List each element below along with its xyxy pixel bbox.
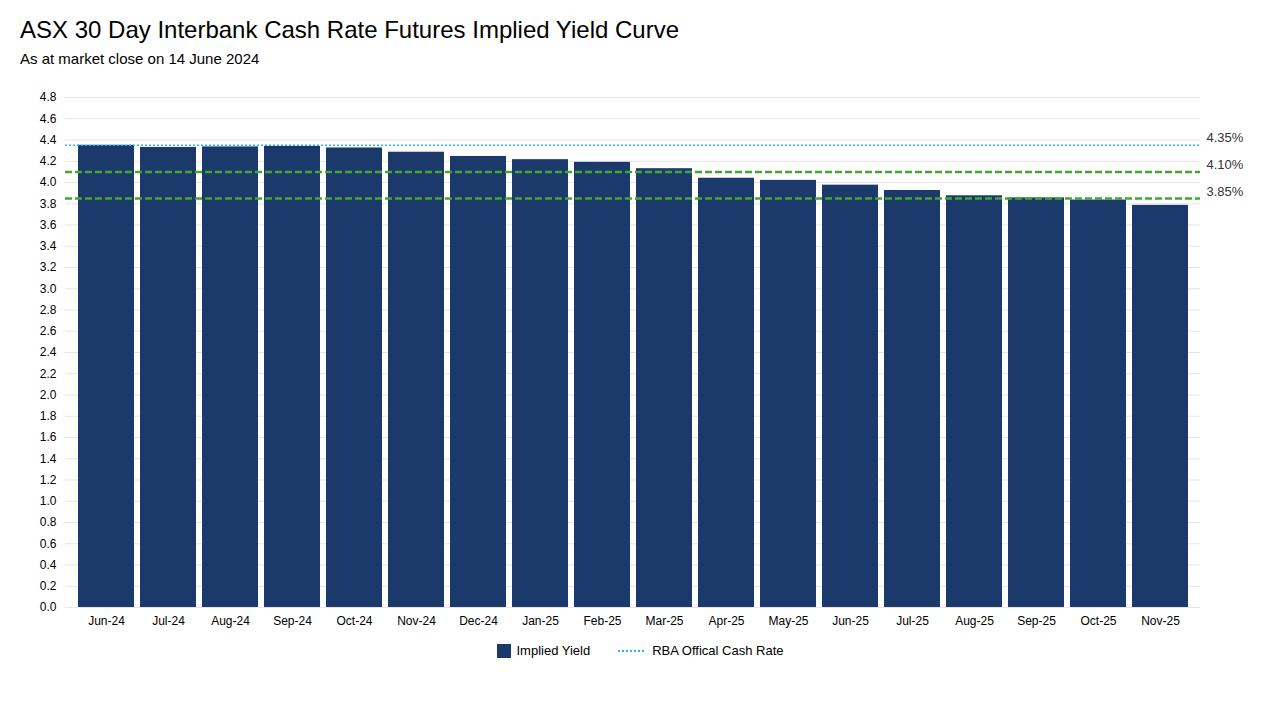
svg-text:Nov-24: Nov-24 <box>397 614 436 628</box>
svg-text:4.6: 4.6 <box>40 112 57 126</box>
svg-text:4.0: 4.0 <box>40 175 57 189</box>
svg-text:Jul-24: Jul-24 <box>152 614 185 628</box>
svg-text:Dec-24: Dec-24 <box>459 614 498 628</box>
svg-text:Jun-25: Jun-25 <box>832 614 869 628</box>
svg-text:4.10%: 4.10% <box>1207 157 1244 172</box>
svg-text:Aug-25: Aug-25 <box>955 614 994 628</box>
svg-text:2.0: 2.0 <box>40 388 57 402</box>
svg-text:2.8: 2.8 <box>40 303 57 317</box>
svg-text:0.8: 0.8 <box>40 515 57 529</box>
html-text:ASX 30 Day Interbank Cash Rate: ASX 30 Day Interbank Cash Rate Futures I… <box>20 16 679 43</box>
svg-text:Feb-25: Feb-25 <box>583 614 621 628</box>
svg-text:Aug-24: Aug-24 <box>211 614 250 628</box>
svg-text:Oct-24: Oct-24 <box>336 614 372 628</box>
svg-text:3.0: 3.0 <box>40 282 57 296</box>
svg-text:Mar-25: Mar-25 <box>645 614 683 628</box>
html-text:RBA Offical Cash Rate: RBA Offical Cash Rate <box>652 643 784 658</box>
svg-text:1.4: 1.4 <box>40 452 57 466</box>
html-text:As at market close on 14 June: As at market close on 14 June 2024 <box>20 50 260 67</box>
svg-text:Jul-25: Jul-25 <box>896 614 929 628</box>
svg-text:1.0: 1.0 <box>40 494 57 508</box>
svg-text:1.2: 1.2 <box>40 473 57 487</box>
svg-text:4.8: 4.8 <box>40 90 57 104</box>
svg-text:Apr-25: Apr-25 <box>708 614 744 628</box>
svg-text:2.2: 2.2 <box>40 367 57 381</box>
svg-text:0.0: 0.0 <box>40 600 57 614</box>
svg-text:2.4: 2.4 <box>40 345 57 359</box>
svg-text:Sep-24: Sep-24 <box>273 614 312 628</box>
svg-text:0.4: 0.4 <box>40 558 57 572</box>
svg-text:Sep-25: Sep-25 <box>1017 614 1056 628</box>
svg-text:1.6: 1.6 <box>40 430 57 444</box>
svg-text:3.4: 3.4 <box>40 239 57 253</box>
svg-text:3.8: 3.8 <box>40 197 57 211</box>
svg-text:Nov-25: Nov-25 <box>1141 614 1180 628</box>
svg-text:0.6: 0.6 <box>40 537 57 551</box>
html-text:Implied Yield: Implied Yield <box>516 643 591 658</box>
svg-text:May-25: May-25 <box>768 614 808 628</box>
svg-text:3.6: 3.6 <box>40 218 57 232</box>
svg-text:3.2: 3.2 <box>40 260 57 274</box>
svg-text:0.2: 0.2 <box>40 579 57 593</box>
svg-text:Oct-25: Oct-25 <box>1080 614 1116 628</box>
svg-text:4.4: 4.4 <box>40 133 57 147</box>
svg-text:3.85%: 3.85% <box>1207 184 1244 199</box>
svg-text:Jan-25: Jan-25 <box>522 614 559 628</box>
svg-text:4.35%: 4.35% <box>1207 130 1244 145</box>
svg-text:Jun-24: Jun-24 <box>88 614 125 628</box>
svg-text:1.8: 1.8 <box>40 409 57 423</box>
svg-text:4.2: 4.2 <box>40 154 57 168</box>
svg-text:2.6: 2.6 <box>40 324 57 338</box>
